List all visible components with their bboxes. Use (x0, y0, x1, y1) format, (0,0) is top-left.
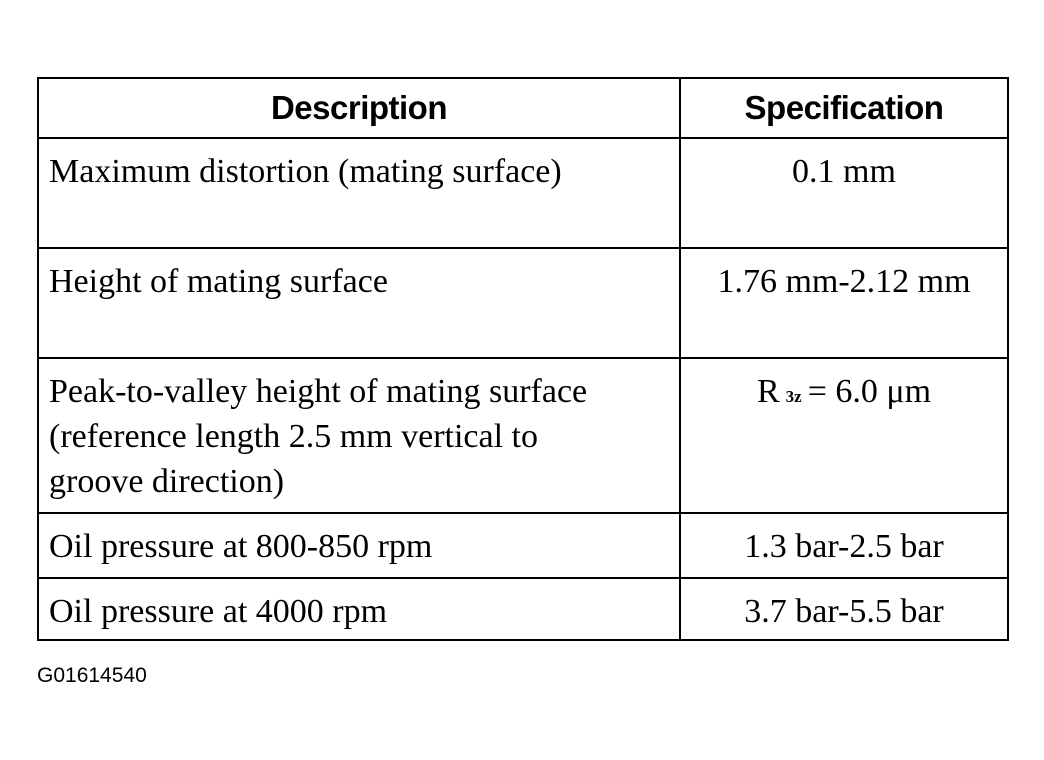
cell-text: Maximum distortion (mating surface) (49, 153, 562, 190)
description-cell: Maximum distortion (mating surface) (37, 137, 681, 249)
specification-cell: 1.3 bar-2.5 bar (679, 512, 1009, 579)
header-row: Description Specification (37, 77, 1009, 139)
subscript: 3z (785, 387, 802, 406)
symbol: R (756, 373, 780, 410)
table-row: Oil pressure at 800-850 rpm 1.3 bar-2.5 b… (37, 512, 1009, 579)
specification-cell: 1.76 mm-2.12 mm (679, 247, 1009, 359)
cell-text: Height of mating surface (49, 263, 388, 300)
header-cell: Specification (679, 77, 1009, 139)
description-cell: Peak-to-valley height of mating surface … (37, 357, 681, 514)
table-row: Oil pressure at 4000 rpm 3.7 bar-5.5 bar (37, 577, 1009, 641)
description-cell: Height of mating surface (37, 247, 681, 359)
cell-text: Oil pressure at 800-850 rpm (49, 528, 433, 565)
spec-table: Description Specification Maximum distor… (37, 77, 1009, 641)
table-row: Maximum distortion (mating surface) 0.1 m… (37, 137, 1009, 249)
cell-text: 0.1 mm (792, 153, 896, 190)
cell-text: 3.7 bar-5.5 bar (744, 593, 944, 630)
cell-text: R 3z = 6.0 μm (709, 359, 979, 419)
cell-text: 1.3 bar-2.5 bar (744, 528, 944, 565)
table-body: Maximum distortion (mating surface) 0.1 m… (37, 137, 1009, 641)
description-cell: Oil pressure at 4000 rpm (37, 577, 681, 641)
table-row: Peak-to-valley height of mating surface … (37, 357, 1009, 514)
cell-text: Peak-to-valley height of mating surface … (49, 373, 588, 500)
cell-text: 1.76 mm-2.12 mm (717, 263, 971, 300)
specification-cell: R 3z = 6.0 μm (679, 357, 1009, 514)
header-cell: Description (37, 77, 681, 139)
table-row: Height of mating surface 1.76 mm-2.12 mm (37, 247, 1009, 359)
figure-code: G01614540 (37, 664, 147, 687)
cell-text: Oil pressure at 4000 rpm (49, 593, 388, 630)
specification-cell: 0.1 mm (679, 137, 1009, 249)
description-cell: Oil pressure at 800-850 rpm (37, 512, 681, 579)
value: = 6.0 μm (807, 373, 932, 410)
specification-cell: 3.7 bar-5.5 bar (679, 577, 1009, 641)
